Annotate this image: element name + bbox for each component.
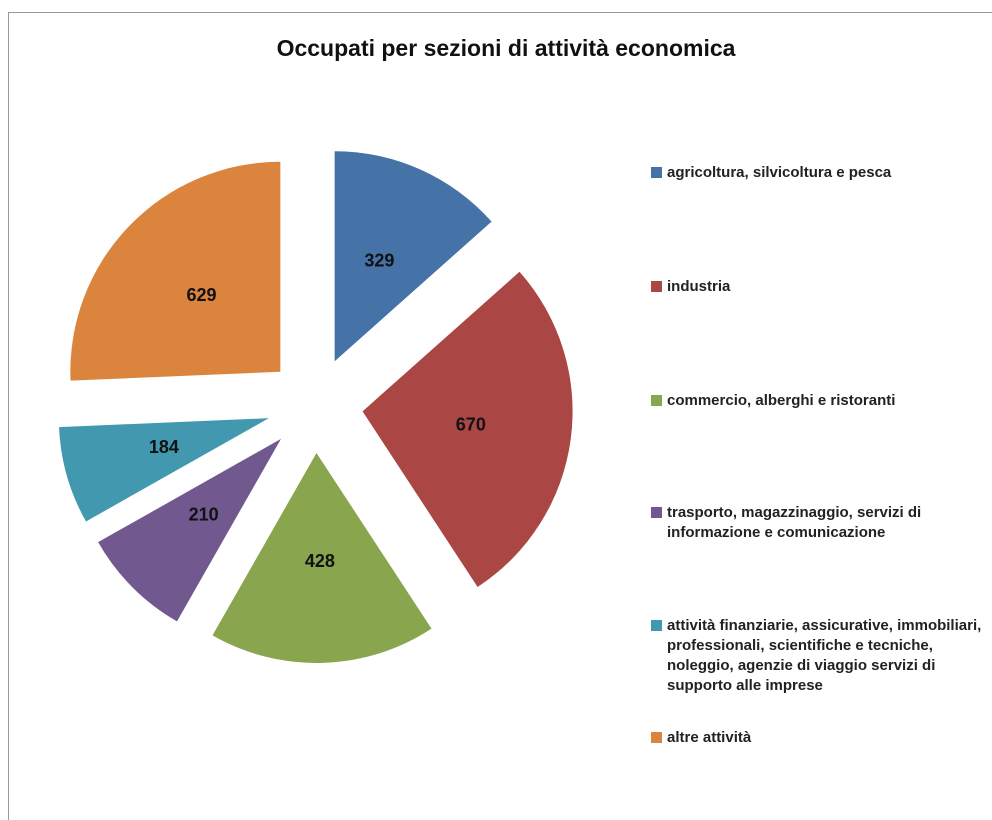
legend-entry: altre attività [651,728,992,748]
slice-label: 210 [189,505,219,525]
pie-slice [59,418,269,522]
legend-label: altre attività [667,729,752,746]
pie-slice [212,452,432,663]
legend-swatch [651,167,662,178]
pie-slice [362,271,573,588]
legend-label: trasporto, magazzinaggio, servizi di inf… [667,504,922,541]
legend-swatch [651,732,662,743]
legend-label: commercio, alberghi e ristoranti [667,392,896,409]
legend-entry: agricoltura, silvicoltura e pesca [651,163,992,183]
legend-swatch [651,620,662,631]
legend-entry: commercio, alberghi e ristoranti [651,391,992,411]
slice-label: 428 [305,551,335,571]
legend-label: agricoltura, silvicoltura e pesca [667,164,892,181]
legend-swatch [651,507,662,518]
legend-swatch [651,281,662,292]
pie-slice [70,161,281,381]
legend-entry: attività finanziarie, assicurative, immo… [651,616,992,696]
slice-label: 329 [364,250,394,270]
legend-label: attività finanziarie, assicurative, immo… [667,617,982,694]
slice-label: 670 [456,414,486,434]
legend-entry: trasporto, magazzinaggio, servizi di inf… [651,503,992,543]
legend-label: industria [667,278,731,295]
pie-slice [334,151,492,362]
legend-entry: industria [651,277,992,297]
legend-swatch [651,395,662,406]
pie-slice [98,438,281,622]
slice-label: 184 [149,437,179,457]
slice-label: 629 [186,285,216,305]
chart-title: Occupati per sezioni di attività economi… [277,35,736,61]
